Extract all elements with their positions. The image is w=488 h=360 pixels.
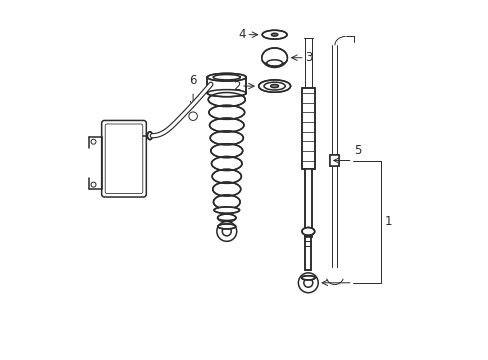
Ellipse shape bbox=[214, 207, 239, 213]
Ellipse shape bbox=[212, 169, 241, 183]
Ellipse shape bbox=[213, 195, 240, 209]
Ellipse shape bbox=[208, 105, 244, 120]
Ellipse shape bbox=[271, 33, 277, 36]
Ellipse shape bbox=[207, 73, 246, 81]
Ellipse shape bbox=[207, 90, 246, 97]
Text: 5: 5 bbox=[354, 144, 361, 157]
Circle shape bbox=[298, 273, 318, 293]
Ellipse shape bbox=[301, 228, 314, 235]
Ellipse shape bbox=[262, 30, 286, 39]
Ellipse shape bbox=[217, 224, 235, 229]
Bar bbox=[329, 155, 339, 166]
Circle shape bbox=[188, 112, 197, 121]
Circle shape bbox=[216, 221, 236, 241]
Ellipse shape bbox=[210, 131, 243, 145]
Text: 3: 3 bbox=[305, 51, 312, 64]
Ellipse shape bbox=[266, 60, 282, 66]
Ellipse shape bbox=[270, 85, 278, 88]
Text: 4: 4 bbox=[238, 28, 245, 41]
Ellipse shape bbox=[208, 93, 245, 107]
Ellipse shape bbox=[217, 214, 236, 222]
Ellipse shape bbox=[212, 182, 240, 196]
Text: 2: 2 bbox=[232, 80, 240, 93]
Bar bbox=[304, 169, 311, 237]
Ellipse shape bbox=[262, 48, 287, 67]
Ellipse shape bbox=[301, 276, 314, 280]
Ellipse shape bbox=[209, 118, 244, 132]
Text: 1: 1 bbox=[384, 215, 391, 228]
Text: 6: 6 bbox=[189, 74, 197, 87]
Ellipse shape bbox=[211, 157, 242, 171]
Ellipse shape bbox=[210, 144, 242, 158]
Ellipse shape bbox=[147, 132, 152, 140]
FancyBboxPatch shape bbox=[102, 121, 146, 197]
Bar bbox=[207, 77, 246, 93]
Ellipse shape bbox=[258, 80, 290, 92]
Bar bbox=[301, 88, 314, 169]
Bar bbox=[305, 237, 310, 270]
